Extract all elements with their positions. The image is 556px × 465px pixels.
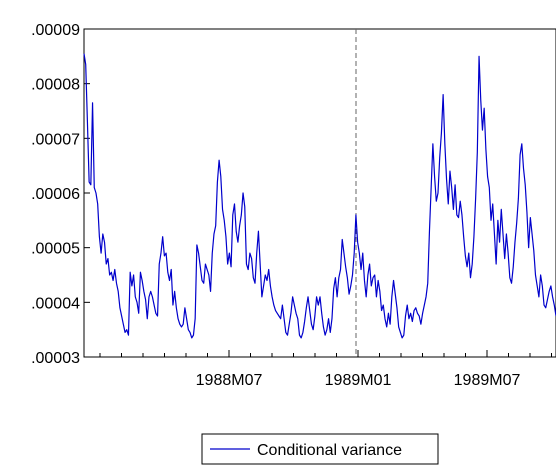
x-axis: 1988M07 1989M01 1989M07 — [99, 350, 552, 389]
y-axis: .00003 .00004 .00005 .00006 .00007 .00008 .000… — [31, 22, 90, 367]
y-tick-label: .00009 — [31, 22, 80, 39]
x-tick-label: 1989M07 — [454, 372, 521, 389]
legend-label-conditional-variance: Conditional variance — [257, 442, 402, 459]
x-tick-label: 1988M07 — [196, 372, 263, 389]
y-tick-label: .00005 — [31, 241, 80, 258]
legend: Conditional variance — [201, 433, 439, 465]
y-tick-label: .00006 — [31, 186, 80, 203]
y-tick-label: .00007 — [31, 131, 80, 148]
y-tick-label: .00004 — [31, 295, 80, 312]
x-tick-label: 1989M01 — [325, 372, 392, 389]
series-line-conditional-variance — [83, 53, 556, 339]
y-tick-label: .00003 — [31, 350, 80, 367]
y-tick-label: .00008 — [31, 77, 80, 94]
